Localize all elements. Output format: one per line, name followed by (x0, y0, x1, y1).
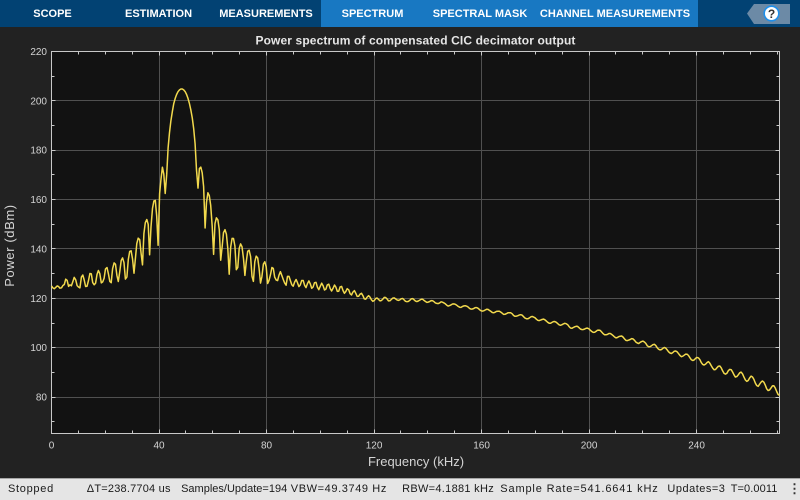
svg-text:120: 120 (30, 294, 47, 305)
svg-text:180: 180 (30, 146, 47, 157)
svg-text:40: 40 (153, 441, 165, 452)
svg-text:140: 140 (30, 245, 47, 256)
svg-text:120: 120 (366, 441, 383, 452)
svg-text:240: 240 (688, 441, 705, 452)
svg-text:0: 0 (49, 441, 55, 452)
svg-text:160: 160 (30, 195, 47, 206)
svg-text:Power (dBm): Power (dBm) (2, 204, 17, 286)
svg-text:200: 200 (30, 96, 47, 107)
svg-text:100: 100 (30, 343, 47, 354)
svg-text:220: 220 (30, 47, 47, 58)
svg-text:80: 80 (261, 441, 273, 452)
svg-text:Power spectrum of compensated: Power spectrum of compensated CIC decima… (255, 34, 575, 48)
svg-text:?: ? (767, 7, 774, 21)
svg-text:200: 200 (581, 441, 598, 452)
svg-text:80: 80 (36, 393, 48, 404)
svg-text:Frequency (kHz): Frequency (kHz) (368, 454, 464, 469)
svg-text:160: 160 (473, 441, 490, 452)
